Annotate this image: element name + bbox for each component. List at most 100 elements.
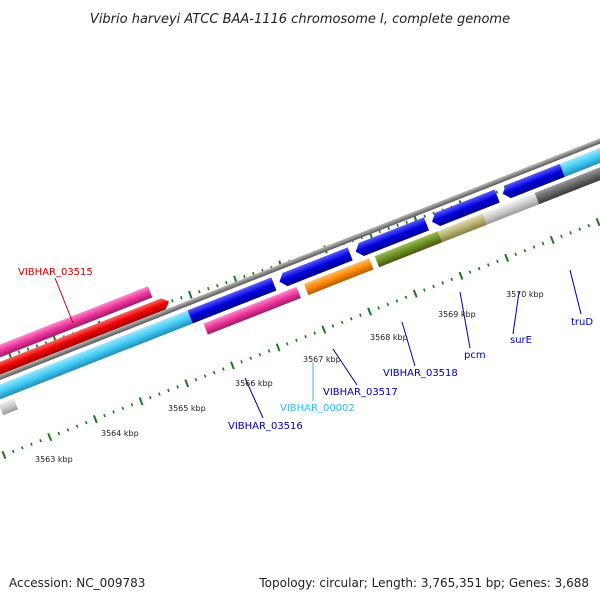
inner-tick: [404, 295, 408, 299]
inner-tick: [30, 442, 33, 446]
inner-tick: [148, 395, 152, 400]
gene-olive[interactable]: [374, 231, 443, 268]
leader-vibhar-03516: [244, 377, 264, 419]
leader-sure: [512, 291, 520, 335]
leader-vibhar-03517: [332, 348, 358, 386]
inner-tick: [57, 431, 61, 436]
outer-tick: [207, 286, 210, 291]
inner-tick: [423, 288, 426, 292]
leader-lines: [54, 269, 582, 419]
outer-tick: [198, 290, 201, 294]
inner-tick: [432, 284, 435, 289]
inner-tick: [304, 335, 307, 339]
gene-vibhar-00002[interactable]: [0, 310, 193, 401]
gene-pink-lower[interactable]: [203, 286, 301, 335]
map-title: Vibrio harveyi ATCC BAA-1116 chromosome …: [90, 12, 510, 27]
label-pcm[interactable]: pcm: [464, 350, 486, 361]
inner-tick: [313, 331, 317, 335]
outer-tick: [396, 223, 399, 228]
gene-gray-left[interactable]: [0, 398, 19, 416]
inner-tick: [331, 324, 335, 328]
inner-tick: [532, 245, 536, 249]
inner-tick: [395, 299, 399, 303]
inner-tick: [349, 317, 353, 321]
outer-tick: [405, 220, 408, 224]
ruler-label: 3565 kbp: [168, 404, 206, 413]
inner-tick: [184, 379, 190, 388]
label-trud[interactable]: truD: [571, 317, 593, 328]
outer-tick: [252, 271, 255, 276]
outer-tick: [17, 350, 21, 354]
gene-vibhar-03516[interactable]: [187, 277, 277, 324]
inner-tick: [103, 413, 106, 418]
inner-tick: [321, 325, 327, 334]
inner-tick: [549, 235, 555, 244]
gene-dark-gray[interactable]: [534, 163, 600, 205]
inner-tick: [258, 352, 262, 357]
inner-tick: [11, 449, 15, 454]
inner-tick: [487, 263, 490, 267]
leader-pcm: [459, 291, 471, 349]
leader-vibhar-03515: [54, 277, 74, 324]
inner-tick: [75, 424, 79, 428]
inner-tick: [496, 259, 499, 264]
genome-track: [0, 118, 600, 416]
inner-tick: [1, 450, 7, 460]
leader-trud: [569, 269, 582, 315]
gene-pink-upper[interactable]: [0, 286, 153, 368]
inner-tick: [523, 249, 527, 253]
gene-orange[interactable]: [303, 258, 374, 296]
inner-tick: [569, 231, 572, 235]
inner-tick: [367, 307, 372, 316]
ruler-label: 3570 kbp: [506, 290, 544, 299]
inner-tick: [212, 370, 216, 375]
ruler-label: 3569 kbp: [438, 310, 476, 319]
inner-tick: [285, 342, 289, 346]
inner-tick: [130, 403, 134, 407]
backbone-line: [0, 118, 600, 380]
inner-tick: [477, 266, 481, 271]
inner-tick: [275, 343, 281, 352]
inner-tick: [359, 313, 362, 317]
ruler-label: 3568 kbp: [370, 333, 408, 342]
inner-tick-row: [1, 217, 600, 460]
outer-tick: [432, 211, 435, 215]
inner-tick: [47, 433, 53, 442]
gene-trud[interactable]: [559, 127, 600, 177]
gene-vibhar-03515[interactable]: [0, 296, 171, 383]
inner-tick: [194, 378, 198, 382]
label-vibhar-03518[interactable]: VIBHAR_03518: [383, 368, 458, 379]
label-vibhar-03516[interactable]: VIBHAR_03516: [228, 421, 303, 432]
gene-khaki[interactable]: [437, 213, 487, 243]
gene-vibhar-03518[interactable]: [353, 217, 430, 258]
outer-tick: [216, 283, 219, 288]
inner-tick: [295, 338, 298, 342]
inner-tick: [450, 277, 454, 282]
inner-tick: [20, 446, 24, 450]
gene-vibhar-03517[interactable]: [277, 247, 353, 288]
gene-labels: VIBHAR_03515 VIBHAR_03516 VIBHAR_00002 V…: [18, 267, 593, 432]
inner-tick: [412, 289, 418, 298]
inner-tick: [377, 306, 380, 310]
inner-tick: [138, 397, 144, 406]
gene-sure[interactable]: [500, 163, 565, 200]
gene-pcm[interactable]: [429, 189, 500, 228]
inner-tick: [222, 367, 225, 371]
outer-tick: [35, 344, 39, 348]
label-vibhar-03517[interactable]: VIBHAR_03517: [323, 387, 398, 398]
accession-text: Accession: NC_009783: [9, 576, 145, 590]
inner-tick: [458, 271, 464, 280]
outer-tick: [225, 280, 228, 285]
gene-light-gray[interactable]: [482, 193, 540, 225]
label-vibhar-00002[interactable]: VIBHAR_00002: [280, 403, 355, 414]
outer-tick: [188, 290, 193, 299]
inner-tick: [92, 415, 98, 424]
ruler-labels: 3563 kbp 3564 kbp 3565 kbp 3566 kbp 3567…: [35, 290, 544, 464]
inner-tick: [121, 406, 125, 411]
inner-tick: [240, 360, 243, 364]
label-sure[interactable]: surE: [510, 335, 532, 346]
label-vibhar-03515[interactable]: VIBHAR_03515: [18, 267, 93, 278]
inner-tick: [340, 320, 344, 325]
inner-tick: [468, 270, 472, 274]
